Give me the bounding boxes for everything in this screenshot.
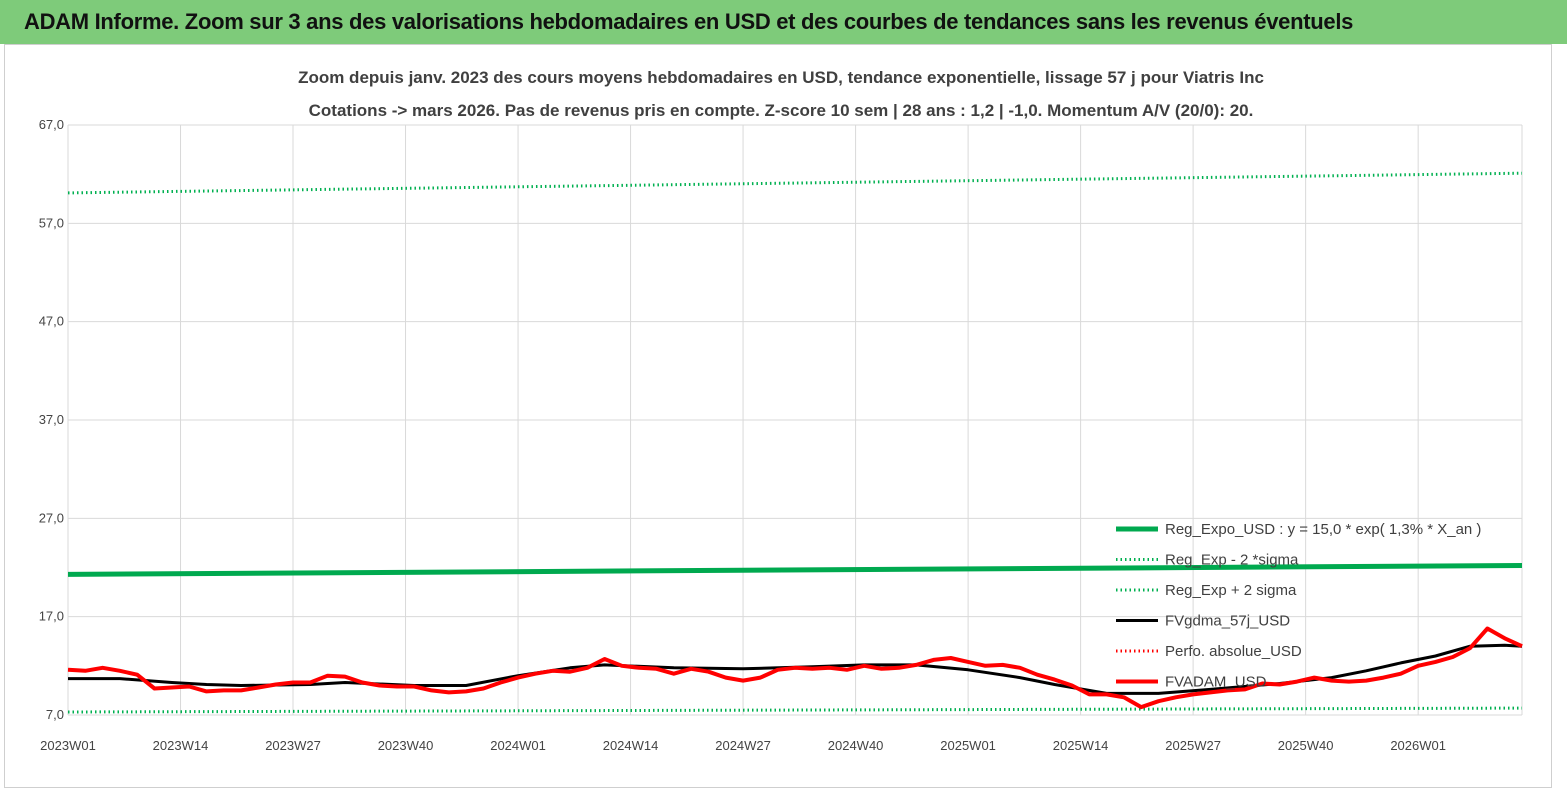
chart-subtitle: Cotations -> mars 2026. Pas de revenus p… (309, 101, 1254, 120)
x-tick-label: 2025W14 (1053, 738, 1109, 753)
report-banner: ADAM Informe. Zoom sur 3 ans des valoris… (0, 0, 1567, 44)
legend-label: Perfo. absolue_USD (1165, 643, 1302, 660)
x-tick-label: 2024W27 (715, 738, 771, 753)
y-tick-label: 67,0 (39, 117, 64, 132)
gridlines (67, 124, 1523, 716)
x-tick-label: 2024W14 (603, 738, 659, 753)
y-tick-label: 47,0 (39, 314, 64, 329)
report-title: ADAM Informe. Zoom sur 3 ans des valoris… (24, 9, 1354, 34)
series-line (67, 626, 1523, 710)
legend-label: FVgdma_57j_USD (1165, 613, 1290, 630)
x-tick-label: 2023W01 (40, 738, 96, 753)
x-axis-ticks: 2023W01 2023W14 2023W27 2023W40 2024W01 2024W… (40, 738, 1446, 753)
y-axis-ticks: 67,0 57,0 47,0 37,0 27,0 17,0 7,0 (39, 117, 64, 722)
x-tick-label: 2025W01 (940, 738, 996, 753)
series-line (67, 706, 1523, 714)
chart-title: Zoom depuis janv. 2023 des cours moyens … (298, 68, 1264, 87)
legend-label: Reg_Expo_USD : y = 15,0 * exp( 1,3% * X_… (1165, 521, 1481, 538)
y-tick-label: 17,0 (39, 609, 64, 624)
x-tick-label: 2025W40 (1278, 738, 1334, 753)
series-line (67, 171, 1523, 195)
series-lines (67, 171, 1523, 714)
series-line (67, 563, 1523, 577)
y-tick-label: 27,0 (39, 510, 64, 525)
legend: Reg_Expo_USD : y = 15,0 * exp( 1,3% * X_… (1116, 521, 1481, 691)
x-tick-label: 2026W01 (1390, 738, 1446, 753)
y-tick-label: 37,0 (39, 412, 64, 427)
chart-frame (4, 44, 1552, 788)
legend-label: FVADAM_USD (1165, 674, 1267, 691)
legend-label: Reg_Exp - 2 *sigma (1165, 552, 1299, 569)
x-tick-label: 2024W40 (828, 738, 884, 753)
title-backdrop (278, 60, 1284, 126)
x-tick-label: 2023W27 (265, 738, 321, 753)
y-tick-label: 7,0 (46, 707, 64, 722)
x-tick-label: 2023W40 (378, 738, 434, 753)
y-tick-label: 57,0 (39, 215, 64, 230)
x-tick-label: 2024W01 (490, 738, 546, 753)
x-tick-label: 2023W14 (153, 738, 209, 753)
x-tick-label: 2025W27 (1165, 738, 1221, 753)
legend-label: Reg_Exp + 2 sigma (1165, 582, 1297, 599)
